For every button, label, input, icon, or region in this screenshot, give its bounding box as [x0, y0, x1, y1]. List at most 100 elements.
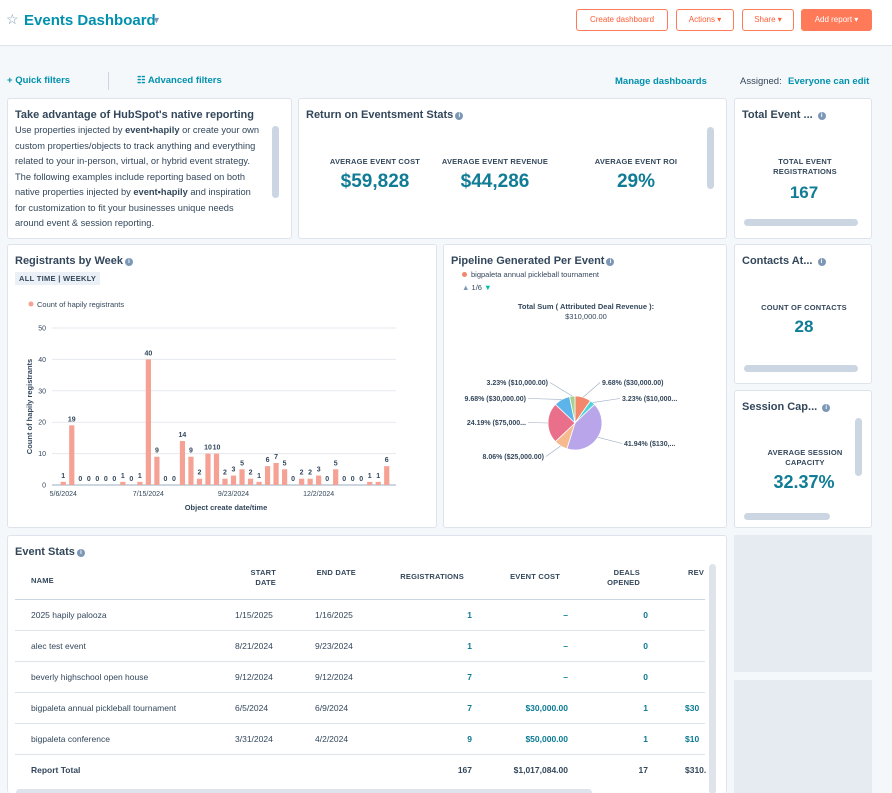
row-divider [15, 692, 705, 693]
data-label: 0 [291, 476, 295, 483]
data-label: 2 [300, 470, 304, 477]
table-cell: 1 [467, 641, 472, 651]
data-label: 6 [385, 457, 389, 464]
row-divider [15, 661, 705, 662]
total-cell: $1,017,084.00 [513, 765, 568, 775]
assigned-value[interactable]: Everyone can edit [788, 76, 870, 87]
leader-line [527, 398, 562, 400]
pager[interactable]: ▲ 1/6 ▼ [462, 283, 492, 292]
legend: bigpaleta annual pickleball tournament [462, 270, 599, 279]
table-cell: 1 [643, 734, 648, 744]
bar [375, 481, 381, 485]
total-value: $310,000.00 [565, 312, 607, 321]
data-label: 3 [232, 467, 236, 474]
y-tick-label: 50 [38, 326, 46, 333]
column-header[interactable]: START DATE [250, 568, 276, 587]
data-label: 0 [78, 476, 82, 483]
manage-dashboards[interactable]: Manage dashboards [615, 76, 707, 87]
info-icon[interactable]: i [76, 549, 85, 557]
leader-line [597, 436, 623, 444]
table-cell: 9/12/2024 [235, 672, 273, 682]
legend-dot [28, 301, 34, 307]
data-label: 3 [317, 467, 321, 474]
title-text: Pipeline Generated Per Event [451, 255, 605, 267]
column-header[interactable]: DEALS OPENED [607, 568, 640, 587]
y-tick-label: 0 [42, 483, 46, 490]
table-cell: bigpaleta conference [31, 734, 110, 744]
table-cell: – [563, 641, 568, 651]
card-title: Event Stats i [15, 546, 85, 558]
data-label: 5 [334, 460, 338, 467]
bar [120, 481, 126, 485]
data-label: 0 [95, 476, 99, 483]
dashboard-title[interactable]: Events Dashboard [24, 12, 156, 29]
info-icon[interactable]: i [455, 112, 464, 120]
data-label: 5 [283, 460, 287, 467]
slice-label: 9.68% ($30,000.00) [602, 380, 664, 387]
button[interactable]: Share ▾ [742, 9, 794, 31]
next[interactable]: ▼ [484, 283, 492, 292]
x-tick-label: 7/15/2024 [133, 491, 164, 498]
roi-card: Return on Eventsment Stats i AVERAGE EVEN… [298, 98, 727, 239]
data-label: 6 [266, 457, 270, 464]
bar [316, 475, 322, 485]
button[interactable]: Create dashboard [576, 9, 668, 31]
assigned-label: Assigned: [740, 76, 782, 87]
data-label: 1 [121, 473, 125, 480]
data-label: 0 [325, 476, 329, 483]
scrollbar [16, 789, 592, 793]
data-label: 0 [104, 476, 108, 483]
column-header[interactable]: REGISTRATIONS [400, 572, 464, 581]
data-label: 0 [129, 476, 133, 483]
data-label: 1 [257, 473, 261, 480]
card-title: Session Cap... i [742, 401, 831, 413]
star-icon[interactable]: ☆ [6, 11, 19, 27]
kpi-value: $59,828 [340, 171, 410, 192]
button[interactable]: Add report ▾ [801, 9, 872, 31]
column-header[interactable]: NAME [31, 576, 54, 585]
data-label: 7 [274, 454, 278, 461]
bar [222, 478, 228, 485]
placeholder [734, 680, 872, 793]
data-label: 2 [249, 470, 253, 477]
info-icon[interactable]: i [817, 112, 826, 120]
data-label: 1 [138, 473, 142, 480]
card-title: Contacts At... i [742, 255, 826, 267]
bar [137, 481, 143, 485]
info-icon[interactable]: i [606, 258, 615, 266]
y-tick-label: 20 [38, 420, 46, 427]
bar [69, 425, 75, 485]
column-header[interactable]: EVENT COST [510, 572, 560, 581]
column-header[interactable]: REV [688, 568, 705, 577]
info-icon[interactable]: i [822, 404, 831, 412]
data-label: 2 [308, 470, 312, 477]
title-caret[interactable]: ▼ [152, 15, 161, 25]
title-text: Return on Eventsment Stats [306, 109, 454, 121]
kpi-value: 167 [789, 183, 819, 202]
badge: ALL TIME | WEEKLY [15, 272, 101, 285]
data-label: 1 [376, 473, 380, 480]
table-cell: 7 [467, 703, 472, 713]
card-title: Total Event ... i [742, 109, 826, 121]
advanced-filters[interactable]: ☷ Advanced filters [137, 75, 222, 86]
leader-line [592, 398, 621, 403]
info-icon[interactable]: i [125, 258, 134, 266]
table-cell: 6/5/2024 [235, 703, 269, 713]
table-cell: $30,000.00 [525, 703, 568, 713]
button[interactable]: Actions ▾ [676, 9, 734, 31]
title-text: Total Event ... [742, 109, 813, 121]
scrollbar [744, 513, 830, 520]
data-label: 1 [368, 473, 372, 480]
x-tick-label: 12/2/2024 [303, 491, 334, 498]
info-icon[interactable]: i [817, 258, 826, 266]
data-label: 9 [155, 448, 159, 455]
prev[interactable]: ▲ [462, 283, 470, 292]
quick-filters[interactable]: + Quick filters [7, 75, 71, 86]
table-cell: – [563, 610, 568, 620]
table-cell: 0 [643, 672, 648, 682]
x-tick-label: 5/6/2024 [50, 491, 77, 498]
column-header[interactable]: END DATE [316, 568, 356, 577]
scrollbar [744, 219, 858, 226]
bar [213, 453, 220, 485]
